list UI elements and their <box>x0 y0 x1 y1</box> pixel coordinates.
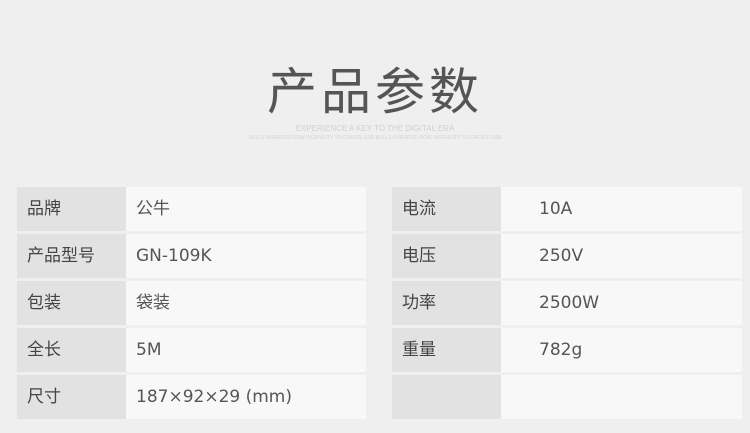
spec-row-empty <box>392 375 742 419</box>
spec-label: 功率 <box>392 281 501 325</box>
spec-row: 产品型号 GN-109K <box>17 234 366 278</box>
spec-row: 品牌 公牛 <box>17 187 366 231</box>
spec-value: 5M <box>126 328 366 372</box>
spec-value: 782g <box>501 328 742 372</box>
subtitle-small: BULLS INSERTED ROW INGENUITY TO CREATE U… <box>248 135 502 141</box>
spec-value: 187×92×29 (mm) <box>126 375 366 419</box>
spec-value: 2500W <box>501 281 742 325</box>
spec-label: 电压 <box>392 234 501 278</box>
spec-label: 品牌 <box>17 187 126 231</box>
spec-label: 全长 <box>17 328 126 372</box>
page-title: 产品参数 <box>267 63 483 121</box>
spec-label: 尺寸 <box>17 375 126 419</box>
spec-row: 包装 袋装 <box>17 281 366 325</box>
spec-row: 尺寸 187×92×29 (mm) <box>17 375 366 419</box>
spec-row: 功率 2500W <box>392 281 742 325</box>
spec-row: 全长 5M <box>17 328 366 372</box>
spec-label: 包装 <box>17 281 126 325</box>
spec-value: GN-109K <box>126 234 366 278</box>
spec-value: 袋装 <box>126 281 366 325</box>
spec-value: 10A <box>501 187 742 231</box>
spec-row: 重量 782g <box>392 328 742 372</box>
spec-label: 电流 <box>392 187 501 231</box>
spec-label: 重量 <box>392 328 501 372</box>
spec-label: 产品型号 <box>17 234 126 278</box>
subtitle: EXPERIENCE A KEY TO THE DIGITAL ERA <box>295 124 455 133</box>
spec-value: 250V <box>501 234 742 278</box>
spec-value: 公牛 <box>126 187 366 231</box>
spec-value <box>501 375 742 419</box>
spec-row: 电压 250V <box>392 234 742 278</box>
spec-row: 电流 10A <box>392 187 742 231</box>
spec-label <box>392 375 501 419</box>
